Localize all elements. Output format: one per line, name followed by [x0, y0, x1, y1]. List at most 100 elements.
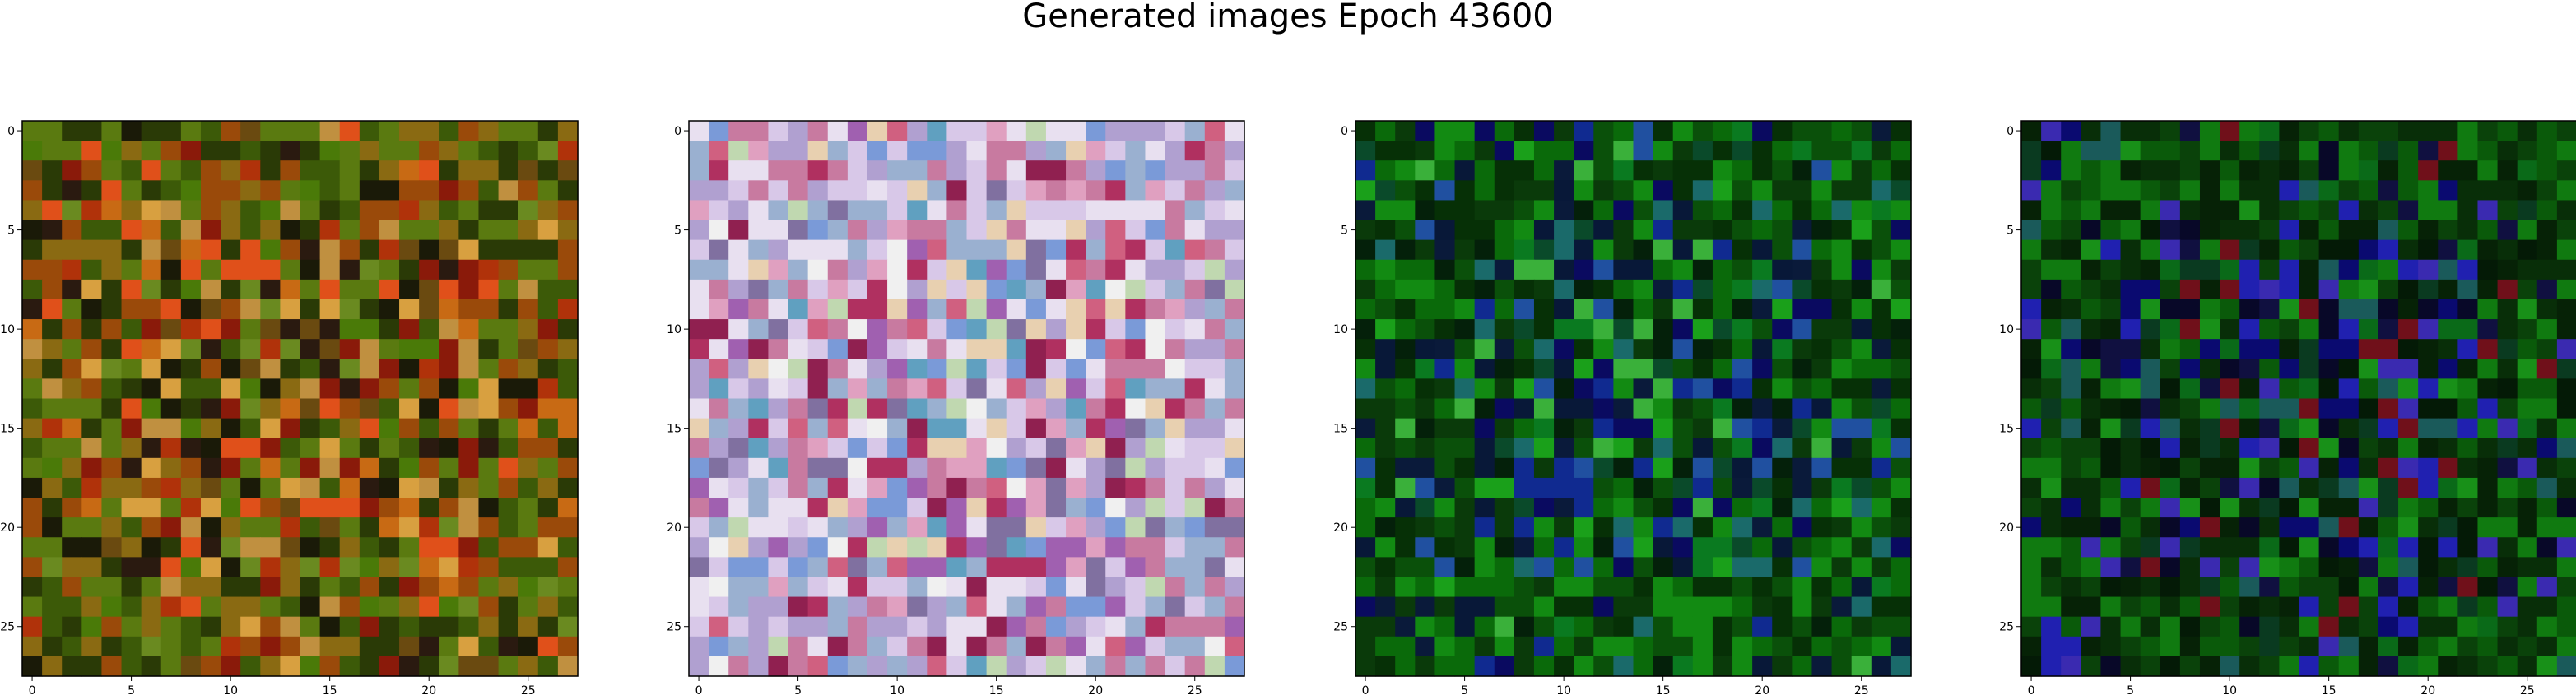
- pixel-cell: [1145, 616, 1166, 637]
- pixel-cell: [1831, 200, 1853, 221]
- pixel-cell: [1494, 636, 1515, 657]
- pixel-cell: [2140, 498, 2161, 518]
- pixel-cell: [2536, 339, 2558, 359]
- pixel-cell: [339, 180, 360, 202]
- x-tick-label: 25: [1188, 684, 1202, 695]
- pixel-cell: [300, 557, 321, 578]
- pixel-cell: [788, 557, 809, 578]
- pixel-cell: [1554, 517, 1574, 538]
- pixel-cell: [2438, 239, 2458, 261]
- pixel-cell: [1224, 438, 1245, 459]
- pixel-cell: [1554, 656, 1574, 677]
- pixel-cell: [141, 656, 162, 677]
- pixel-cell: [2536, 596, 2558, 618]
- pixel-cell: [2398, 121, 2419, 141]
- pixel-cell: [847, 141, 868, 161]
- pixel-cell: [1593, 636, 1614, 657]
- pixel-cell: [748, 477, 770, 498]
- pixel-cell: [518, 220, 539, 241]
- pixel-cell: [1851, 180, 1872, 202]
- pixel-cell: [927, 398, 947, 419]
- pixel-cell: [1871, 220, 1892, 241]
- pixel-cell: [2536, 141, 2558, 161]
- pixel-cell: [1574, 359, 1594, 379]
- pixel-cell: [2536, 457, 2558, 479]
- pixel-cell: [439, 339, 459, 359]
- pixel-cell: [2279, 557, 2300, 578]
- pixel-cell: [887, 259, 908, 280]
- pixel-cell: [2358, 239, 2379, 261]
- pixel-cell: [1653, 616, 1674, 637]
- pixel-cell: [1125, 577, 1146, 598]
- pixel-cell: [867, 279, 888, 300]
- pixel-cell: [518, 557, 539, 578]
- pixel-cell: [1045, 557, 1067, 578]
- pixel-cell: [2299, 398, 2320, 419]
- pixel-cell: [439, 239, 459, 261]
- pixel-cell: [1514, 299, 1535, 320]
- pixel-cell: [986, 239, 1007, 261]
- pixel-cell: [557, 279, 579, 300]
- pixel-cell: [1613, 596, 1634, 618]
- pixel-cell: [1066, 359, 1086, 379]
- pixel-cell: [1395, 656, 1416, 677]
- pixel-cell: [478, 656, 500, 677]
- pixel-cell: [121, 596, 142, 618]
- pixel-cell: [847, 180, 868, 202]
- pixel-cell: [1574, 339, 1594, 359]
- pixel-cell: [768, 477, 789, 498]
- pixel-cell: [2358, 517, 2379, 538]
- pixel-cell: [1415, 398, 1436, 419]
- pixel-cell: [986, 299, 1007, 320]
- pixel-cell: [2061, 616, 2081, 637]
- pixel-cell: [2438, 121, 2458, 141]
- pixel-cell: [1732, 339, 1753, 359]
- pixel-cell: [2081, 596, 2102, 618]
- pixel-cell: [768, 121, 789, 141]
- pixel-cell: [2160, 438, 2181, 459]
- pixel-cell: [2279, 259, 2300, 280]
- pixel-cell: [1653, 339, 1674, 359]
- pixel-cell: [1712, 279, 1733, 300]
- pixel-cell: [260, 121, 281, 141]
- pixel-cell: [887, 636, 908, 657]
- pixel-cell: [2021, 398, 2042, 419]
- pixel-cell: [240, 121, 261, 141]
- pixel-cell: [689, 557, 709, 578]
- pixel-cell: [1025, 378, 1047, 400]
- pixel-cell: [2299, 616, 2320, 637]
- pixel-cell: [379, 636, 400, 657]
- pixel-cell: [887, 457, 908, 479]
- pixel-cell: [518, 577, 539, 598]
- pixel-cell: [2199, 498, 2220, 518]
- pixel-cell: [867, 636, 888, 657]
- pixel-cell: [339, 616, 360, 637]
- pixel-cell: [1025, 339, 1047, 359]
- pixel-cell: [1006, 498, 1027, 518]
- pixel-cell: [498, 378, 519, 400]
- pixel-cell: [498, 200, 519, 221]
- pixel-cell: [1732, 438, 1753, 459]
- pixel-cell: [1653, 259, 1674, 280]
- pixel-cell: [1474, 339, 1495, 359]
- pixel-cell: [2358, 319, 2379, 340]
- pixel-cell: [22, 537, 43, 558]
- pixel-cell: [419, 498, 439, 518]
- pixel-cell: [2120, 339, 2141, 359]
- axes-frame: [688, 120, 1245, 677]
- pixel-cell: [768, 517, 789, 538]
- y-tick-label: 20: [1333, 521, 1348, 535]
- pixel-cell: [2556, 498, 2576, 518]
- pixel-cell: [1105, 180, 1126, 202]
- pixel-cell: [1672, 537, 1694, 558]
- pixel-cell: [2536, 398, 2558, 419]
- pixel-cell: [827, 477, 849, 498]
- pixel-cell: [1224, 239, 1245, 261]
- pixel-cell: [1752, 141, 1773, 161]
- pixel-cell: [788, 596, 809, 618]
- pixel-cell: [1454, 259, 1476, 280]
- pixel-cell: [907, 577, 928, 598]
- pixel-cell: [1105, 498, 1126, 518]
- pixel-cell: [807, 596, 829, 618]
- pixel-cell: [1125, 180, 1146, 202]
